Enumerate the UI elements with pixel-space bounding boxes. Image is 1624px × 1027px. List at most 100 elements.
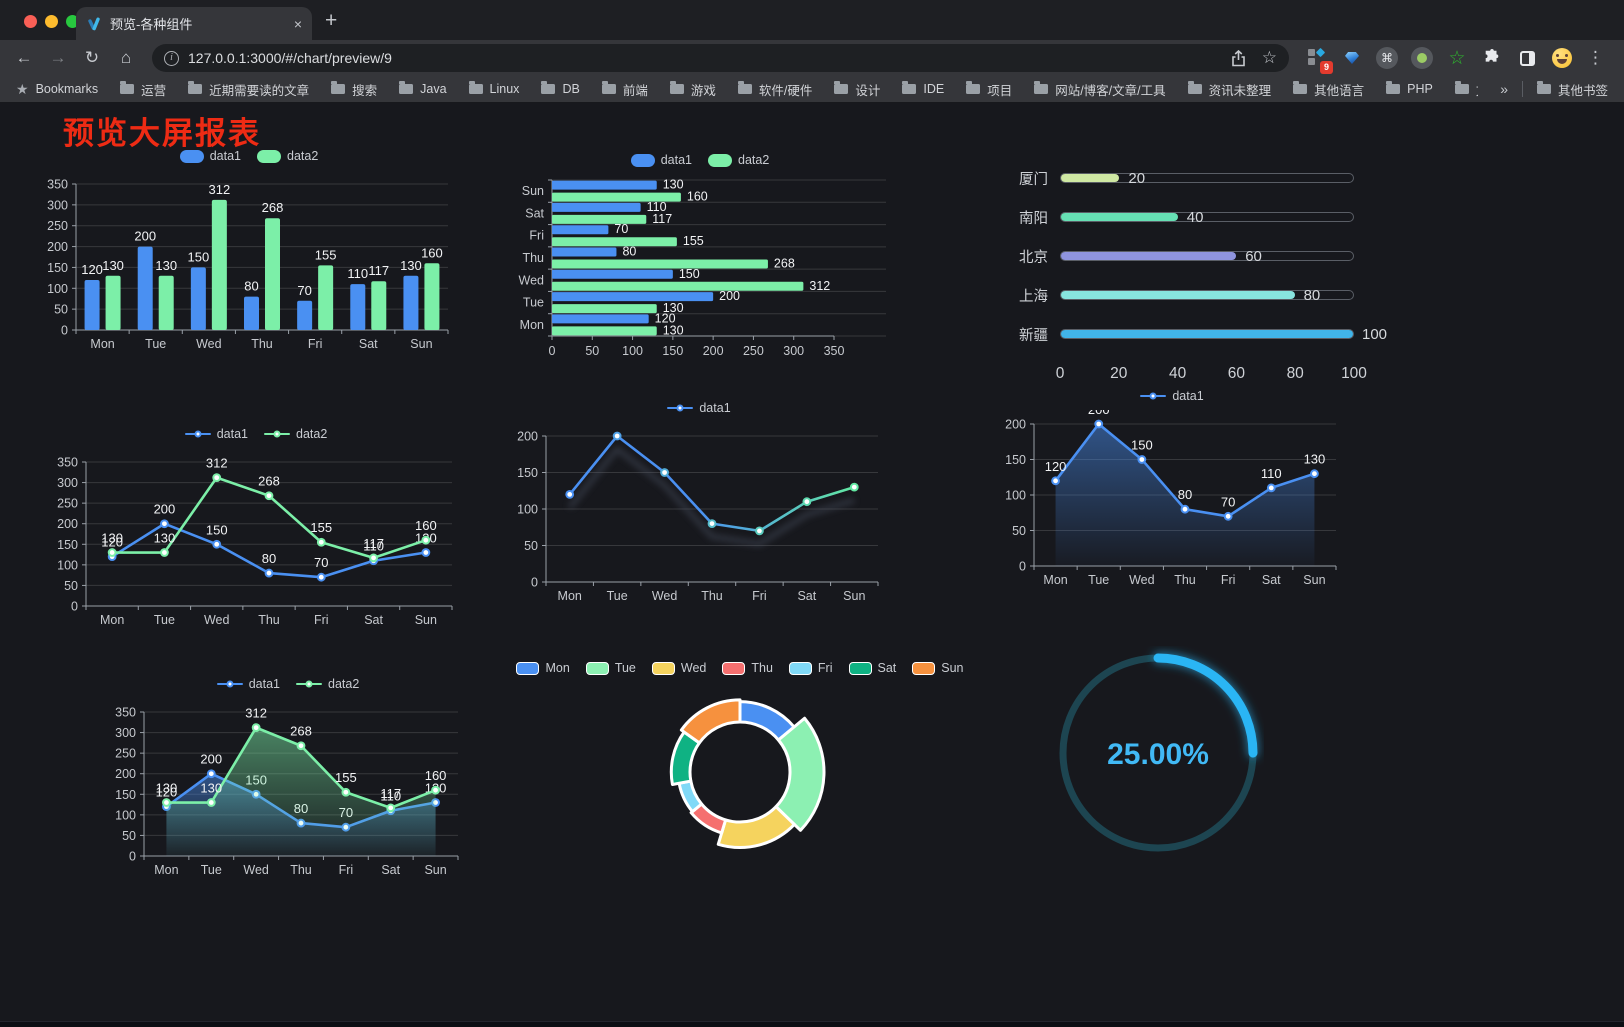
svg-text:155: 155 [310,520,332,535]
bookmark-item[interactable]: 软件/硬件 [737,80,812,99]
browser-menu-icon[interactable]: ⋮ [1587,48,1604,67]
bookmark-item[interactable]: 游戏 [669,80,716,99]
progress-label: 上海 [1019,288,1048,305]
legend-item-Tue[interactable]: Tue [585,661,636,675]
bookmark-item[interactable]: Linux [468,81,520,96]
svg-text:110: 110 [347,266,368,281]
progress-row-厦门[interactable]: 厦门 20 [1012,170,1354,188]
green-star-extension-icon[interactable]: ☆ [1448,47,1466,69]
progress-track: 40 [1060,209,1354,226]
svg-text:Sun: Sun [410,337,432,351]
weekday-donut-canvas[interactable] [560,682,920,886]
browser-tab[interactable]: 预览-各种组件 × [76,7,312,40]
legend-item-Fri[interactable]: Fri [788,661,833,675]
legend-item-data1[interactable]: data1 [216,677,280,691]
legend-item-data2[interactable]: data2 [264,427,327,441]
legend-swatch [651,661,675,675]
area-two-series-canvas[interactable]: 0 50 100 150 200 250 300 350 Mon Tue Wed Thu Fri Sat S… [104,698,472,888]
legend-item-data2[interactable]: data2 [708,153,769,167]
bookmark-item[interactable]: IDE [902,81,944,96]
extensions-puzzle-icon[interactable] [1480,46,1504,70]
svg-text:Sun: Sun [1303,573,1325,587]
folder-icon [669,81,684,94]
legend-item-data1[interactable]: data1 [184,427,248,441]
legend-item-Thu[interactable]: Thu [722,661,773,675]
svg-text:Fri: Fri [308,337,323,351]
progress-row-新疆[interactable]: 新疆 100 [1012,326,1387,344]
legend-item-data2[interactable]: data2 [257,149,318,163]
ring-progress-canvas[interactable]: 25.00% [1052,646,1264,860]
svg-text:160: 160 [425,768,447,783]
bookmark-item[interactable]: 设计 [834,80,880,99]
legend-item-data1[interactable]: data1 [630,153,692,167]
bookmark-star-icon[interactable]: ☆ [1261,48,1277,67]
home-icon[interactable]: ⌂ [120,48,132,67]
tab-close-icon[interactable]: × [293,15,302,32]
progress-row-北京[interactable]: 北京 60 [1012,248,1354,266]
progress-row-上海[interactable]: 上海 80 [1012,287,1354,305]
bar-vertical-canvas[interactable]: 0 50 100 150 200 250 300 350 Mon Tue Wed Thu Fri Sat S… [38,170,460,360]
legend-item-Sat[interactable]: Sat [848,661,896,675]
command-extension-icon[interactable]: ⌘ [1375,46,1399,70]
svg-text:130: 130 [663,323,684,337]
minimize-window-button[interactable] [45,15,58,28]
svg-text:130: 130 [155,258,177,273]
legend-item-data2[interactable]: data2 [296,677,359,691]
bar-horizontal-canvas[interactable]: 0 50 100 150 200 250 300 350 Mon Tue Wed Thu Fri Sat S… [506,174,894,364]
emoji-extension-icon[interactable] [1550,46,1574,70]
dot-extension-icon[interactable] [1410,46,1434,70]
zoom-window-button[interactable] [66,15,79,28]
forward-icon[interactable]: → [49,48,67,67]
bookmark-item[interactable]: 项目 [966,80,1012,99]
bookmark-item[interactable]: 搜索 [331,80,377,99]
svg-text:130: 130 [400,258,422,273]
bookmark-label: Linux [489,82,520,96]
sidebar-toggle-icon[interactable] [1515,46,1539,70]
gem-extension-icon[interactable] [1340,46,1364,70]
bookmark-item[interactable]: 其他语言 [1293,80,1364,99]
legend-label: data2 [296,427,328,441]
site-info-icon[interactable]: i [164,50,179,66]
bookmark-item[interactable]: 前端 [601,80,648,99]
bookmark-item[interactable]: 运营 [120,80,166,99]
new-tab-button[interactable]: + [325,9,338,32]
share-icon[interactable] [1231,49,1246,67]
area-single-canvas[interactable]: 050100150200MonTueWedThuFriSatSun1202001… [994,402,1350,598]
svg-text:70: 70 [314,555,328,570]
legend-item-data1[interactable]: data1 [1140,389,1204,403]
address-bar[interactable]: i 127.0.0.1:3000/#/chart/preview/9 ☆ [152,44,1289,72]
legend-item-data1[interactable]: data1 [179,149,241,163]
line-two-series-canvas[interactable]: 0 50 100 150 200 250 300 350 Mon Tue Wed Thu Fri Sat S… [46,448,466,638]
legend-item-Wed[interactable]: Wed [651,661,706,675]
bookmark-item[interactable]: 文件服务器 [1454,80,1478,99]
bookmarks-manager-item[interactable]: ★ Bookmarks [16,80,99,97]
svg-text:200: 200 [1088,410,1110,417]
svg-text:100: 100 [115,808,136,822]
svg-text:150: 150 [206,522,228,537]
chart-bar-vertical: data1 data2 0 50 100 150 200 250 300 350 Mon Tue Wed… [38,146,460,360]
bookmark-item[interactable]: 网站/博客/文章/工具 [1034,80,1166,99]
legend-item-Mon[interactable]: Mon [516,661,570,675]
extensions-area: 9 ⌘ ☆ ⋮ [1301,46,1614,74]
close-window-button[interactable] [24,15,37,28]
svg-text:Mon: Mon [1043,573,1067,587]
svg-text:200: 200 [154,502,176,517]
other-bookmarks-item[interactable]: 其他书签 [1536,80,1608,99]
progress-row-南阳[interactable]: 南阳 40 [1012,209,1354,227]
folder-icon [902,81,917,94]
bookmark-item[interactable]: PHP [1386,81,1433,96]
bookmark-item[interactable]: 近期需要读的文章 [188,80,309,99]
bookmarks-overflow-chevron[interactable]: » [1500,81,1508,97]
svg-text:130: 130 [156,781,178,796]
grid-extension-icon[interactable]: 9 [1305,46,1333,74]
bookmark-item[interactable]: 资讯未整理 [1187,80,1271,99]
bookmark-item[interactable]: DB [541,81,580,96]
reload-icon[interactable]: ↻ [84,48,100,67]
line-gradient-canvas[interactable]: 0 50 100 150 200 Mon Tue Wed Thu Fri Sat Sun [506,422,892,614]
progress-label: 南阳 [1019,210,1048,227]
bookmark-item[interactable]: Java [399,81,447,96]
back-icon[interactable]: ← [15,48,33,67]
url-text[interactable]: 127.0.0.1:3000/#/chart/preview/9 [188,50,392,66]
legend-item-Sun[interactable]: Sun [912,661,964,675]
legend-item-data1[interactable]: data1 [667,401,731,415]
